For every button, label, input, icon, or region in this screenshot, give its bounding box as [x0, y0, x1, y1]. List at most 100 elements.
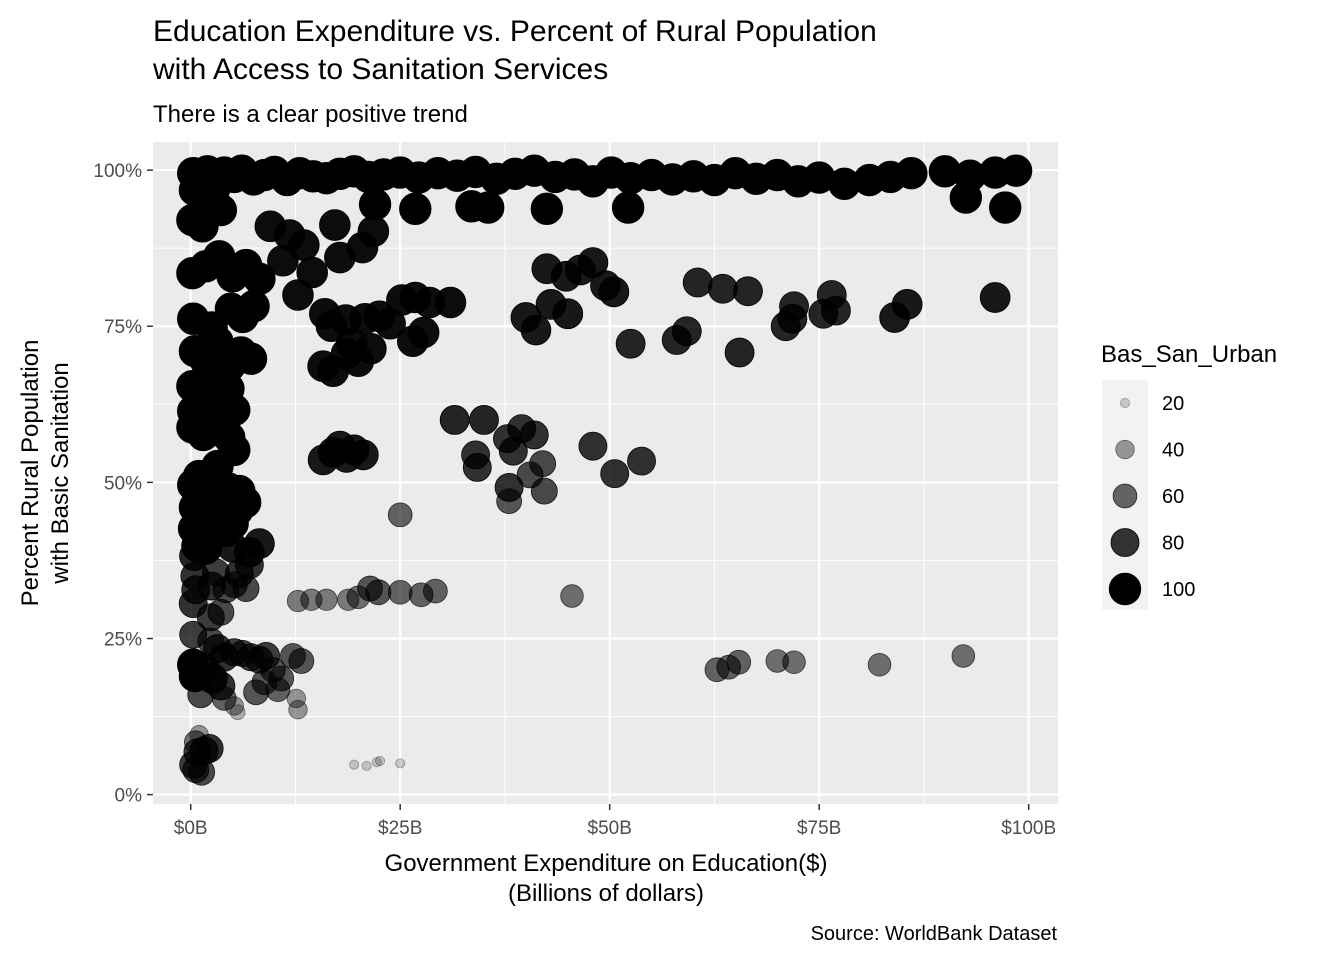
- chart-subtitle: There is a clear positive trend: [153, 101, 468, 128]
- data-point: [615, 328, 646, 359]
- chart-title-line-2: with Access to Sanitation Services: [152, 53, 608, 86]
- data-point: [387, 579, 413, 605]
- x-axis-title: Government Expenditure on Education($) (…: [385, 850, 828, 907]
- data-point: [867, 652, 892, 677]
- data-point: [358, 188, 392, 221]
- data-point: [600, 459, 630, 489]
- data-point: [560, 584, 584, 608]
- data-point: [989, 191, 1022, 224]
- data-point: [682, 267, 713, 298]
- data-point: [361, 760, 372, 771]
- legend-key: [1119, 397, 1131, 409]
- data-point: [434, 286, 467, 319]
- x-tick-label: $75B: [797, 818, 841, 839]
- legend-key: [1115, 439, 1135, 460]
- data-point: [395, 758, 406, 769]
- data-point: [782, 650, 806, 674]
- y-tick-label: 25%: [104, 630, 142, 651]
- data-point: [399, 192, 432, 226]
- y-tick-label: 50%: [104, 473, 142, 494]
- legend-label: 60: [1162, 486, 1184, 508]
- data-point: [598, 276, 630, 308]
- legend-label: 80: [1162, 533, 1184, 555]
- data-point: [471, 191, 505, 224]
- data-point: [237, 290, 270, 323]
- data-point: [188, 758, 216, 786]
- y-tick-label: 100%: [93, 161, 142, 182]
- data-point: [300, 588, 323, 611]
- data-point: [265, 677, 291, 703]
- x-tick-label: $100B: [1001, 818, 1056, 839]
- data-point: [724, 337, 755, 368]
- data-point: [234, 342, 268, 375]
- data-point: [895, 157, 928, 190]
- data-point: [357, 215, 390, 248]
- data-point: [999, 154, 1033, 187]
- data-point: [469, 405, 499, 435]
- legend-title: Bas_San_Urban: [1101, 341, 1277, 368]
- data-point: [211, 686, 237, 711]
- data-point: [374, 307, 406, 340]
- data-point: [319, 209, 351, 241]
- data-point: [733, 276, 763, 307]
- data-point: [375, 755, 386, 766]
- y-axis: 0% 25% 50% 75% 100%: [93, 161, 153, 807]
- data-point: [282, 279, 314, 311]
- x-axis: $0B $25B $50B $75B $100B: [174, 804, 1056, 839]
- data-point: [315, 588, 338, 611]
- data-point: [462, 452, 492, 482]
- legend-label: 100: [1162, 579, 1195, 601]
- data-point: [821, 295, 851, 326]
- data-point: [707, 273, 738, 304]
- y-axis-title-line-1: Percent Rural Population: [17, 340, 44, 607]
- data-point: [267, 244, 299, 277]
- data-point: [496, 488, 523, 514]
- y-axis-title: Percent Rural Population with Basic Sani…: [17, 340, 74, 607]
- y-tick-label: 75%: [104, 317, 142, 338]
- data-point: [365, 579, 392, 606]
- data-point: [347, 439, 379, 471]
- data-point: [879, 302, 910, 333]
- data-point: [777, 303, 808, 334]
- data-point: [371, 757, 382, 768]
- data-point: [232, 575, 260, 602]
- data-point: [979, 282, 1011, 313]
- legend: Bas_San_Urban 20 40 60 80 100: [1101, 341, 1277, 610]
- x-tick-label: $25B: [378, 818, 422, 839]
- data-point: [949, 181, 983, 214]
- data-point: [726, 649, 752, 675]
- data-point: [204, 193, 238, 227]
- data-point: [530, 192, 564, 226]
- chart-title: Education Expenditure vs. Percent of Rur…: [152, 15, 877, 86]
- x-tick-label: $0B: [174, 818, 208, 839]
- data-point: [229, 704, 246, 721]
- data-point: [611, 191, 645, 224]
- y-axis-title-line-2: with Basic Sanitation: [47, 362, 74, 584]
- chart-title-line-1: Education Expenditure vs. Percent of Rur…: [153, 15, 877, 48]
- data-point: [578, 431, 608, 461]
- data-point: [530, 477, 558, 505]
- data-point: [498, 436, 528, 466]
- data-point: [423, 578, 448, 604]
- data-point: [951, 644, 976, 668]
- x-axis-title-line-2: (Billions of dollars): [508, 880, 704, 907]
- legend-key: [1110, 528, 1140, 557]
- data-point: [519, 420, 549, 450]
- legend-key: [1108, 572, 1142, 606]
- data-point: [407, 316, 440, 349]
- data-point: [288, 648, 315, 674]
- data-point: [627, 446, 656, 476]
- data-point: [335, 327, 368, 360]
- x-tick-label: $50B: [588, 818, 632, 839]
- data-point: [324, 241, 356, 274]
- data-point: [288, 700, 308, 720]
- data-point: [234, 550, 264, 580]
- y-tick-label: 0%: [115, 786, 143, 807]
- legend-key: [1112, 483, 1138, 509]
- data-point: [671, 316, 702, 347]
- data-point: [439, 405, 470, 435]
- legend-label: 20: [1162, 393, 1184, 415]
- data-points: [176, 154, 1033, 786]
- chart-caption: Source: WorldBank Dataset: [811, 923, 1058, 945]
